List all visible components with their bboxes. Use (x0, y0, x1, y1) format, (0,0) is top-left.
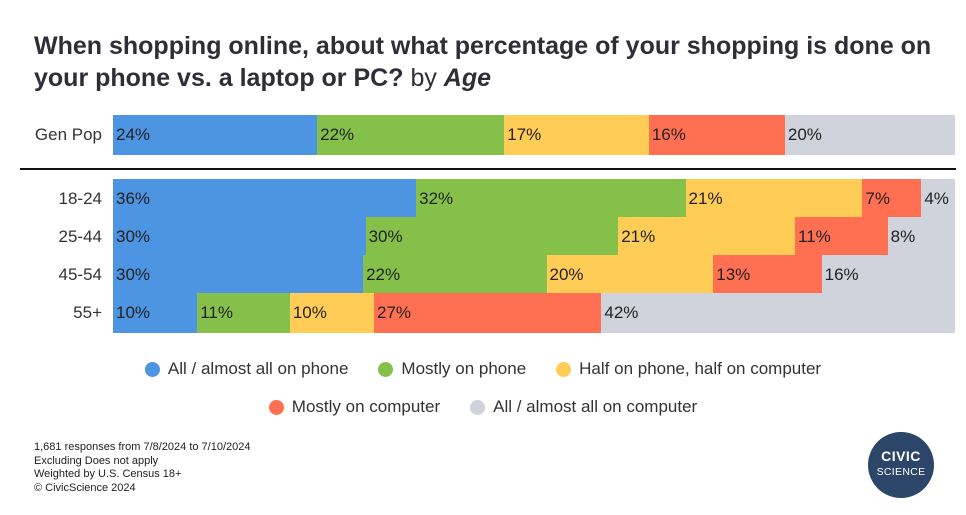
bar-segment: 8% (887, 217, 956, 257)
legend-item: Mostly on computer (268, 397, 441, 417)
stacked-bar-chart: Gen Pop 24% 22% 17% 16% 20% 18-24 36% 32% 21% 7% 4%… (20, 115, 956, 333)
data-label: 32% (419, 189, 454, 208)
legend-row: Mostly on computer All / almost all on co… (0, 388, 966, 426)
legend-swatch (556, 361, 572, 377)
data-label: 21% (688, 189, 723, 208)
footnote-line: 1,681 responses from 7/8/2024 to 7/10/20… (34, 441, 251, 453)
civicscience-logo: CIVIC SCIENCE (868, 432, 934, 498)
title-main: When shopping online, about what percent… (34, 32, 932, 92)
data-label: 8% (890, 227, 916, 246)
data-label: 16% (824, 265, 859, 284)
data-label: 30% (116, 227, 151, 246)
data-label: 22% (320, 125, 355, 144)
chart-legend: All / almost all on phone Mostly on phone… (0, 350, 966, 426)
bar-segment: 17% (504, 115, 650, 155)
legend-item: All / almost all on computer (470, 397, 697, 417)
legend-swatch (378, 361, 394, 377)
bar-segment: 16% (821, 255, 956, 295)
data-label: 13% (716, 265, 751, 284)
title-by: by (410, 64, 437, 92)
data-label: 7% (865, 189, 890, 208)
bar-segment: 36% (113, 179, 417, 219)
bar-segment: 30% (113, 217, 367, 257)
data-label: 30% (116, 265, 151, 284)
bar-segment: 20% (546, 255, 714, 295)
legend-label: Mostly on computer (291, 397, 441, 416)
legend-row: All / almost all on phone Mostly on phone… (0, 350, 966, 388)
legend-label: Half on phone, half on computer (579, 359, 822, 378)
bar-segment: 10% (113, 293, 198, 333)
data-label: 20% (549, 265, 584, 284)
legend-item: Half on phone, half on computer (556, 359, 821, 379)
bar-segment: 42% (601, 293, 956, 333)
logo-line-2: SCIENCE (876, 466, 926, 478)
data-label: 17% (507, 125, 542, 144)
data-label: 16% (651, 125, 686, 144)
bar-segment: 21% (618, 217, 796, 257)
footnotes: 1,681 responses from 7/8/2024 to 7/10/20… (34, 441, 251, 495)
row-label: 45-54 (58, 265, 102, 284)
legend-label: All / almost all on computer (493, 397, 698, 416)
data-label: 10% (292, 303, 327, 322)
group-separator (20, 168, 956, 170)
bar-segment: 10% (289, 293, 375, 333)
logo-line-1: CIVIC (881, 448, 921, 464)
row-label: 55+ (73, 303, 102, 322)
data-label: 36% (116, 189, 151, 208)
bar-segment: 30% (365, 217, 619, 257)
footnote-line: Weighted by U.S. Census 18+ (34, 468, 182, 480)
bar-segment: 22% (363, 255, 547, 295)
bar-segment: 24% (113, 115, 318, 155)
data-label: 24% (116, 125, 151, 144)
row-label: 25-44 (58, 227, 102, 246)
row-label: Gen Pop (34, 125, 102, 144)
bar-segment: 30% (113, 255, 364, 295)
data-label: 27% (377, 303, 412, 322)
bar-segment: 13% (713, 255, 823, 295)
bar-segment: 22% (317, 115, 505, 155)
footnote-line: Excluding Does not apply (34, 454, 159, 467)
legend-label: Mostly on phone (401, 359, 527, 378)
bar-segment: 4% (921, 179, 956, 219)
data-label: 30% (368, 227, 403, 246)
legend-swatch (268, 399, 284, 415)
bar-segment: 16% (648, 115, 786, 155)
data-label: 22% (366, 265, 401, 284)
legend-item: All / almost all on phone (144, 359, 349, 379)
data-label: 11% (200, 303, 233, 322)
data-label: 42% (604, 303, 639, 322)
legend-item: Mostly on phone (378, 359, 526, 379)
row-label: 18-24 (58, 189, 102, 208)
data-label: 21% (621, 227, 656, 246)
footnote-line: © CivicScience 2024 (34, 481, 136, 494)
data-label: 4% (924, 189, 949, 208)
bar-segment: 11% (795, 217, 889, 257)
bar-segment: 27% (374, 293, 602, 333)
legend-swatch (470, 399, 486, 415)
bar-segment: 11% (197, 293, 291, 333)
bar-segment: 20% (784, 115, 956, 155)
data-label: 20% (787, 125, 822, 144)
data-label: 11% (798, 227, 831, 246)
bar-segment: 32% (416, 179, 687, 219)
bar-segment: 21% (685, 179, 863, 219)
title-dimension: Age (443, 64, 492, 92)
data-label: 10% (116, 303, 151, 322)
chart-title: When shopping online, about what percent… (34, 30, 934, 94)
legend-swatch (144, 361, 160, 377)
bar-segment: 7% (862, 179, 922, 219)
legend-label: All / almost all on phone (167, 359, 349, 378)
